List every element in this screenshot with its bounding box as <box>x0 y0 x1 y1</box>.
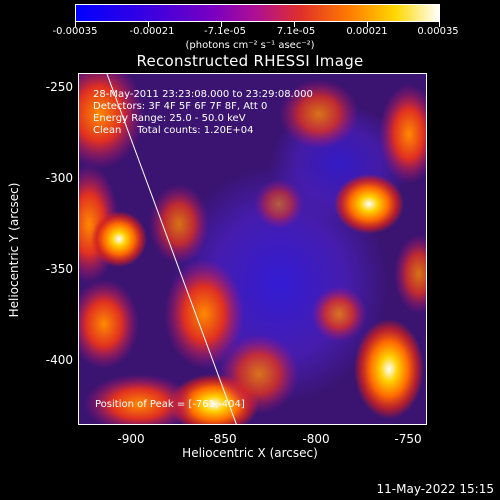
info-line: Clean Total counts: 1.20E+04 <box>93 125 254 136</box>
colorbar-tick <box>294 22 295 27</box>
y-axis-label: Heliocentric Y (arcsec) <box>7 182 21 318</box>
colorbar-tick <box>439 22 440 27</box>
info-line: Energy Range: 25.0 - 50.0 keV <box>93 113 246 124</box>
rhessi-image: 28-May-2011 23:23:08.000 to 23:29:08.000… <box>78 73 427 425</box>
timestamp: 11-May-2022 15:15 <box>376 482 494 496</box>
colorbar-label: 7.1e-05 <box>276 26 316 37</box>
x-axis-label: Heliocentric X (arcsec) <box>182 446 318 460</box>
y-tick-label: -350 <box>45 262 73 276</box>
y-tick-label: -250 <box>45 80 73 94</box>
peak-position: Position of Peak = [-761,-404] <box>95 399 245 410</box>
y-tick-label: -300 <box>45 171 73 185</box>
x-tick-label: -800 <box>302 432 330 446</box>
colorbar-label: -0.00035 <box>52 26 98 37</box>
colorbar-tick <box>367 22 368 27</box>
info-line: 28-May-2011 23:23:08.000 to 23:29:08.000 <box>93 89 313 100</box>
y-tick-label: -400 <box>45 353 73 367</box>
image-canvas <box>79 74 426 424</box>
plot-title: Reconstructed RHESSI Image <box>136 52 364 70</box>
x-tick-label: -850 <box>209 432 237 446</box>
colorbar-label: -7.1e-05 <box>204 26 246 37</box>
colorbar-tick <box>148 22 149 27</box>
colorbar-label: 0.00021 <box>346 26 388 37</box>
colorbar-tick <box>75 22 76 27</box>
colorbar-tick <box>221 22 222 27</box>
colorbar-label: -0.00021 <box>129 26 175 37</box>
info-line: Detectors: 3F 4F 5F 6F 7F 8F, Att 0 <box>93 101 268 112</box>
x-tick-label: -900 <box>117 432 145 446</box>
x-tick-label: -750 <box>394 432 422 446</box>
colorbar <box>75 4 440 22</box>
colorbar-units: (photons cm⁻² s⁻¹ asec⁻²) <box>185 40 315 51</box>
colorbar-label: 0.00035 <box>417 26 459 37</box>
